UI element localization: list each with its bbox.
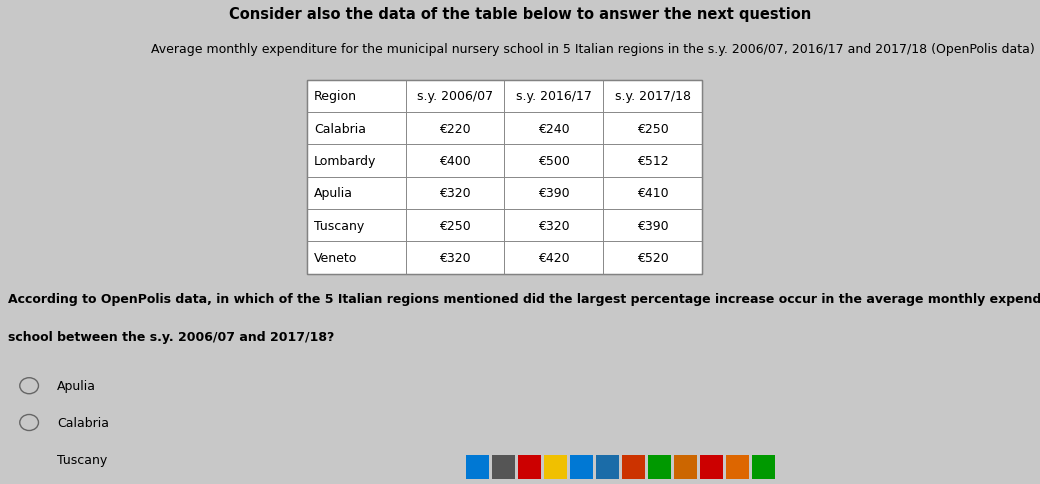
Bar (307, 177, 406, 210)
Bar (700, 455, 723, 479)
Text: Tuscany: Tuscany (314, 219, 364, 232)
Text: Calabria: Calabria (57, 416, 109, 429)
Bar (504, 177, 603, 210)
Bar (622, 455, 645, 479)
Text: Consider also the data of the table below to answer the next question: Consider also the data of the table belo… (229, 7, 811, 22)
Bar (307, 145, 406, 177)
Text: Average monthly expenditure for the municipal nursery school in 5 Italian region: Average monthly expenditure for the muni… (151, 43, 1035, 56)
Text: €410: €410 (636, 187, 669, 200)
Bar (603, 81, 702, 113)
Text: €240: €240 (538, 122, 570, 136)
Text: €500: €500 (538, 155, 570, 167)
Text: €512: €512 (636, 155, 669, 167)
Text: €390: €390 (538, 187, 570, 200)
Text: €320: €320 (439, 187, 471, 200)
Text: €420: €420 (538, 251, 570, 264)
Bar (307, 242, 406, 274)
Text: €320: €320 (538, 219, 570, 232)
Text: €250: €250 (636, 122, 669, 136)
Text: Tuscany: Tuscany (57, 453, 107, 466)
Bar (307, 81, 406, 113)
Bar (406, 177, 504, 210)
Bar (603, 113, 702, 145)
Bar (596, 455, 619, 479)
Text: s.y. 2006/07: s.y. 2006/07 (417, 90, 493, 103)
Bar (406, 210, 504, 242)
Bar (406, 81, 504, 113)
Bar (307, 113, 406, 145)
Text: €400: €400 (439, 155, 471, 167)
Bar (648, 455, 671, 479)
Bar (544, 455, 567, 479)
Bar (406, 145, 504, 177)
Bar (504, 81, 603, 113)
Bar (406, 242, 504, 274)
Bar (307, 210, 406, 242)
Text: Region: Region (314, 90, 357, 103)
Bar (504, 210, 603, 242)
Text: €220: €220 (439, 122, 471, 136)
Text: Lombardy: Lombardy (314, 155, 376, 167)
Text: €250: €250 (439, 219, 471, 232)
Bar (603, 145, 702, 177)
Bar (492, 455, 515, 479)
Bar (752, 455, 775, 479)
Text: Apulia: Apulia (57, 379, 97, 393)
Bar (504, 145, 603, 177)
Text: According to OpenPolis data, in which of the 5 Italian regions mentioned did the: According to OpenPolis data, in which of… (8, 292, 1040, 305)
Bar (518, 455, 541, 479)
Text: Apulia: Apulia (314, 187, 354, 200)
Text: €320: €320 (439, 251, 471, 264)
Bar (674, 455, 697, 479)
Bar (603, 242, 702, 274)
Bar (307, 81, 702, 274)
Bar (603, 177, 702, 210)
Bar (406, 113, 504, 145)
Bar (504, 242, 603, 274)
Text: Veneto: Veneto (314, 251, 358, 264)
Bar (466, 455, 489, 479)
Text: €520: €520 (636, 251, 669, 264)
Bar (504, 113, 603, 145)
Text: school between the s.y. 2006/07 and 2017/18?: school between the s.y. 2006/07 and 2017… (8, 330, 335, 343)
Text: s.y. 2017/18: s.y. 2017/18 (615, 90, 691, 103)
Text: Calabria: Calabria (314, 122, 366, 136)
Bar (603, 210, 702, 242)
Text: s.y. 2016/17: s.y. 2016/17 (516, 90, 592, 103)
Text: €390: €390 (636, 219, 669, 232)
Bar (570, 455, 593, 479)
Bar (726, 455, 749, 479)
